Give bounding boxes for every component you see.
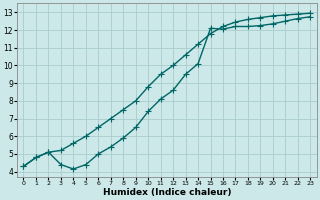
X-axis label: Humidex (Indice chaleur): Humidex (Indice chaleur) xyxy=(103,188,231,197)
